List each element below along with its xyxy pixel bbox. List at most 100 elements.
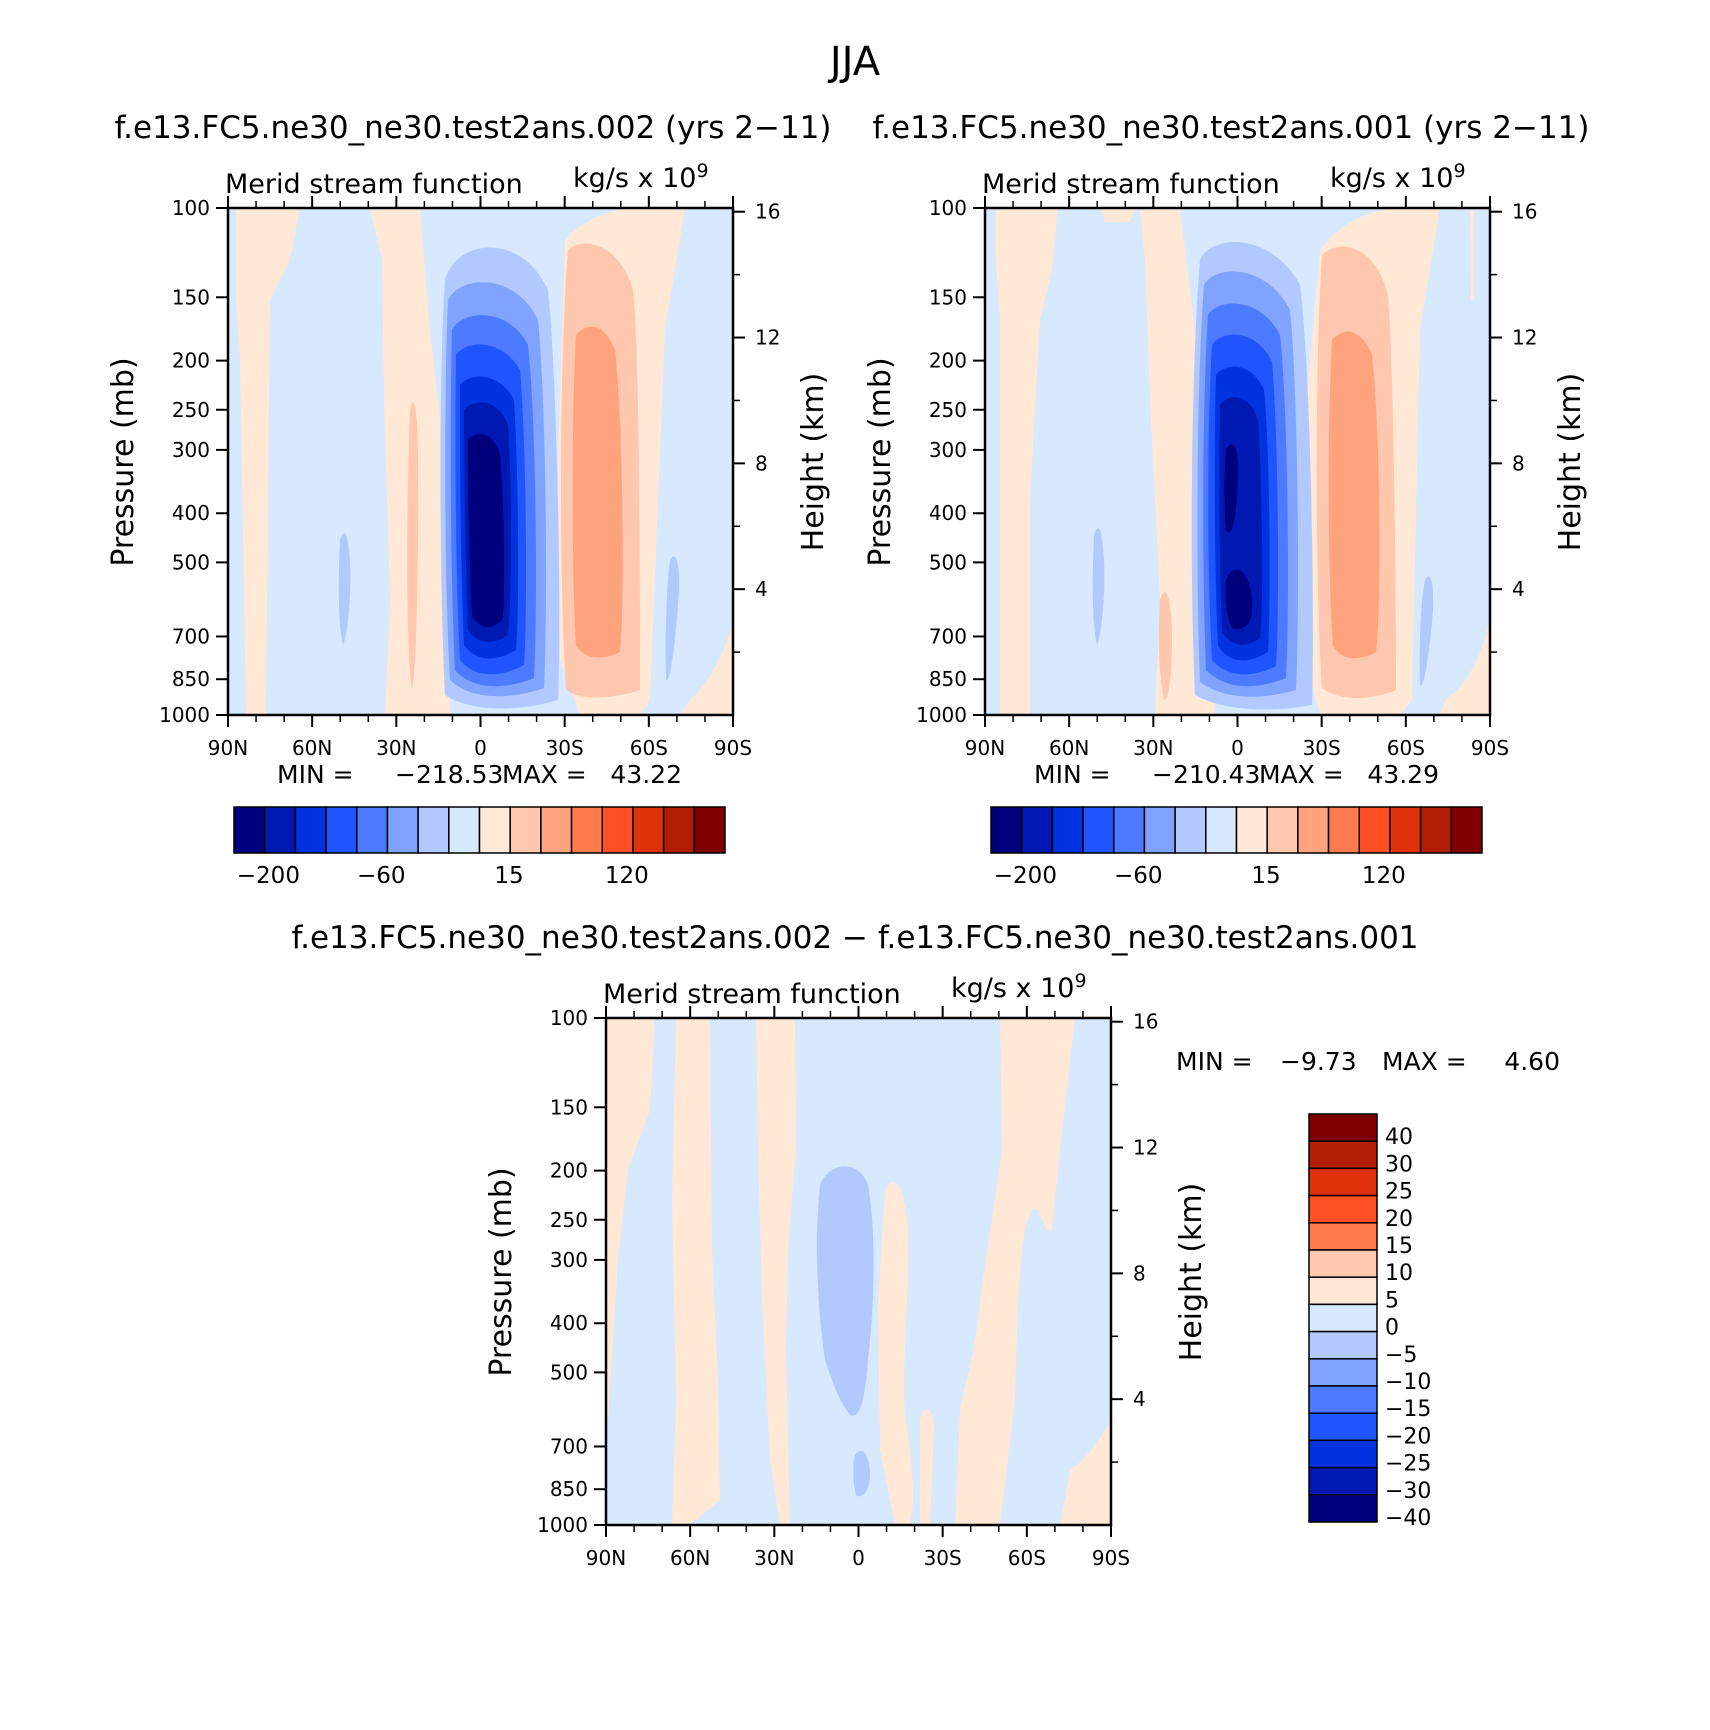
panel-b-pos-streak [1158, 592, 1172, 700]
panel-a-ylabel-right: Height (km) [796, 373, 831, 552]
y-right-tick-label: 12 [1512, 326, 1537, 350]
colorbar-swatch [325, 806, 358, 854]
colorbar-swatch [1308, 1303, 1378, 1333]
panel-c-field-label: Merid stream function [603, 979, 901, 1010]
y-tick-label: 500 [172, 550, 210, 574]
x-tick-label: 30N [1133, 736, 1173, 760]
x-tick-label: 30S [1303, 736, 1341, 760]
y-tick-label: 150 [550, 1095, 588, 1119]
x-tick-label: 60N [292, 736, 332, 760]
colorbar-swatch [1308, 1249, 1378, 1278]
y-right-tick-label: 16 [1133, 1010, 1158, 1034]
y-tick-label: 150 [172, 285, 210, 309]
panel-a-min-label: MIN = [277, 760, 354, 789]
colorbar-label: −25 [1385, 1452, 1431, 1477]
panel-b-pos-top-nub [1100, 208, 1135, 222]
colorbar-swatch [1308, 1466, 1378, 1496]
x-tick-label: 60S [1008, 1546, 1046, 1570]
colorbar-swatch [1358, 806, 1391, 854]
panel-a: 90N 60N 30N 0 30S 60S 90S 100 150 200 250 300 400 500… [106, 160, 831, 889]
panel-a-pos-level-3 [572, 326, 623, 658]
panel-c-min-value: −9.73 [1280, 1047, 1357, 1076]
colorbar-label: 15 [494, 863, 523, 889]
colorbar-swatch [1308, 1412, 1378, 1442]
colorbar-swatch [601, 806, 634, 854]
colorbar-label: −60 [357, 863, 406, 889]
y-tick-label: 400 [172, 501, 210, 525]
y-tick-label: 300 [550, 1248, 588, 1272]
x-tick-label: 30S [546, 736, 584, 760]
panel-b-neg-blob-nh [1092, 528, 1105, 645]
y-tick-label: 700 [929, 624, 967, 648]
colorbar-swatch [263, 806, 297, 854]
colorbar-label: −40 [1385, 1506, 1431, 1531]
panel-b-pos-level-3 [1328, 331, 1380, 659]
colorbar-swatch [1308, 1439, 1378, 1469]
x-tick-label: 60S [630, 736, 668, 760]
panel-c-pos-band-3 [756, 1018, 796, 1525]
colorbar-label: −5 [1385, 1343, 1417, 1368]
colorbar-swatch [1308, 1140, 1378, 1170]
x-tick-label: 30N [754, 1546, 794, 1570]
panel-b-ylabel-right: Height (km) [1553, 373, 1588, 552]
x-tick-label: 60N [670, 1546, 710, 1570]
y-tick-label: 850 [550, 1477, 588, 1501]
x-tick-label: 90N [586, 1546, 626, 1570]
colorbar-swatch [1419, 806, 1453, 854]
panel-b-axes: 90N 60N 30N 0 30S 60S 90S 100 150 200 250 300 400 500… [916, 196, 1537, 760]
y-tick-label: 100 [172, 196, 210, 220]
y-right-tick-label: 12 [1133, 1136, 1158, 1160]
y-tick-label: 700 [550, 1434, 588, 1458]
panel-c-ylabel: Pressure (mb) [484, 1167, 519, 1376]
panel-a-units: kg/s x 109 [573, 160, 709, 194]
panel-a-min-value: −218.53 [395, 760, 503, 789]
colorbar-label: −200 [994, 863, 1057, 889]
y-tick-label: 1000 [159, 703, 210, 727]
colorbar-swatch [294, 806, 327, 854]
colorbar-swatch [1205, 806, 1238, 854]
y-right-tick-label: 16 [755, 200, 780, 224]
colorbar-label: 20 [1385, 1207, 1413, 1232]
panel-b-min-value: −210.43 [1152, 760, 1260, 789]
colorbar-swatch [478, 806, 511, 854]
panel-b-pos-band-nh [995, 208, 1058, 715]
colorbar-label: 120 [605, 863, 649, 889]
panel-b-units-base: kg/s x 10 [1330, 163, 1453, 194]
panel-a-colorbar: −200 −60 15 120 [233, 806, 726, 889]
panel-c-neg-blob-small [853, 1451, 870, 1497]
panel-b-field-label: Merid stream function [982, 169, 1280, 200]
colorbar-swatch [356, 806, 389, 854]
panel-b: 90N 60N 30N 0 30S 60S 90S 100 150 200 250 300 400 500… [863, 160, 1588, 889]
y-tick-label: 300 [172, 438, 210, 462]
colorbar-label: −30 [1385, 1479, 1431, 1504]
y-tick-label: 700 [172, 624, 210, 648]
y-tick-label: 250 [172, 398, 210, 422]
panel-c-neg-blob-main [817, 1166, 874, 1416]
y-tick-label: 150 [929, 285, 967, 309]
colorbar-swatch [662, 806, 696, 854]
y-tick-label: 250 [550, 1208, 588, 1232]
panel-c-min-label: MIN = [1176, 1047, 1253, 1076]
panel-b-neg-level-7-upper [1224, 444, 1239, 533]
panel-a-neg-tail-high [718, 208, 733, 240]
colorbar-label: −200 [237, 863, 300, 889]
x-tick-label: 0 [852, 1546, 865, 1570]
y-tick-label: 300 [929, 438, 967, 462]
colorbar-swatch [540, 806, 573, 854]
colorbar-label: 25 [1385, 1180, 1413, 1205]
y-right-tick-label: 8 [755, 451, 768, 475]
x-tick-label: 90S [1471, 736, 1509, 760]
colorbar-swatch [1235, 806, 1268, 854]
panel-c-axes: 90N 60N 30N 0 30S 60S 90S 100 150 200 250 300 400 500… [537, 1006, 1158, 1570]
colorbar-label: −15 [1385, 1397, 1431, 1422]
colorbar-swatch [1308, 1194, 1378, 1224]
colorbar-swatch [1308, 1113, 1378, 1142]
panel-a-axes: 90N 60N 30N 0 30S 60S 90S 100 150 200 250 300 400 500… [159, 196, 780, 760]
y-tick-label: 1000 [537, 1513, 588, 1537]
panel-c-units: kg/s x 109 [951, 970, 1087, 1004]
y-tick-label: 850 [929, 667, 967, 691]
colorbar-swatch [990, 806, 1023, 854]
colorbar-swatch [1297, 806, 1330, 854]
